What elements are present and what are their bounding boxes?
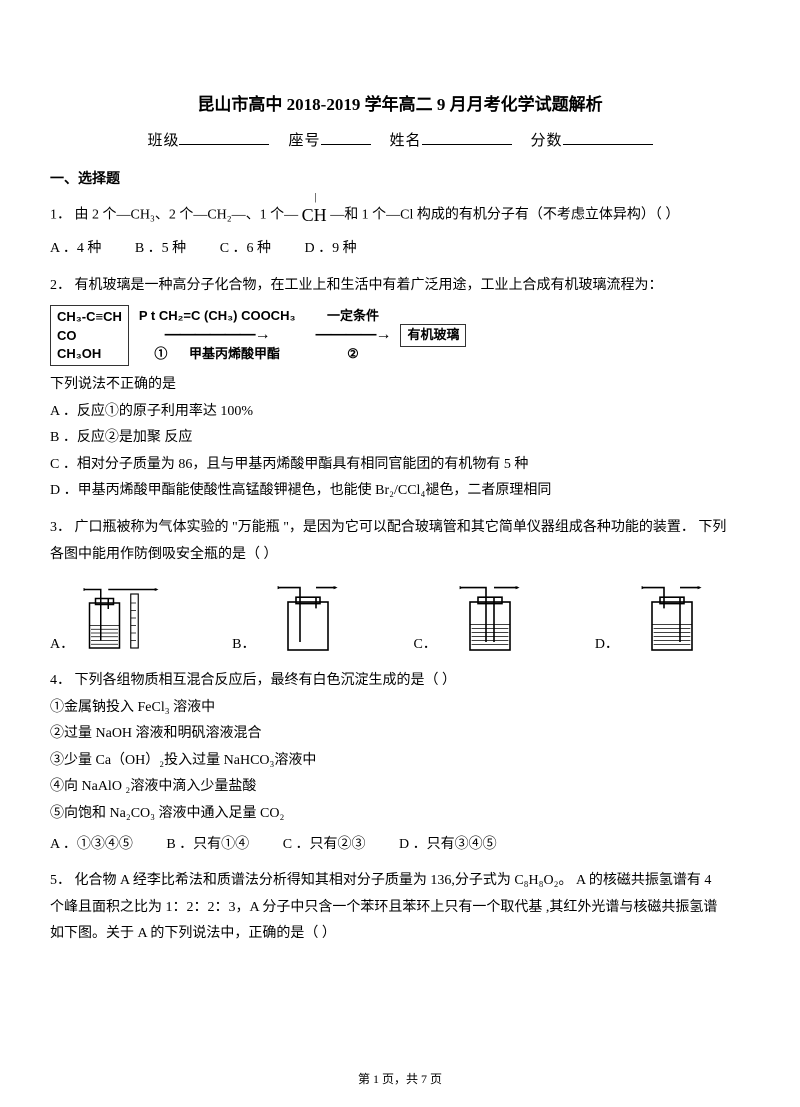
q3-C-label: C． <box>413 632 436 659</box>
reaction-diagram: CH₃-C≡CH CO CH₃OH P t CH₂=C (CH₃) COOCH₃… <box>50 305 466 366</box>
class-blank <box>179 130 269 145</box>
question-1: 1． 由 2 个—CH₃、2 个—CH₂—、1 个— CH —和 1 个—Cl … <box>50 198 750 263</box>
bottle-A-icon <box>82 578 172 658</box>
q2-text: 2． 有机玻璃是一种高分子化合物，在工业上和生活中有着广泛用途，工业上合成有机玻… <box>50 273 750 300</box>
q4-item3: ③少量 Ca（OH）₂投入过量 NaHCO₃溶液中 <box>50 748 750 775</box>
reactant-3: CH₃OH <box>57 345 122 363</box>
q1-text-pre: 1． 由 2 个—CH₃、2 个—CH₂—、1 个— <box>50 207 302 222</box>
q3-A-label: A． <box>50 632 74 659</box>
q4-optB: B ．只有①④ <box>166 832 249 859</box>
step1-name: 甲基丙烯酸甲酯 <box>189 346 280 361</box>
q1-optA: A ．4 种 <box>50 236 101 263</box>
q4-optC: C ．只有②③ <box>283 832 366 859</box>
q4-optD: D ．只有③④⑤ <box>399 832 497 859</box>
q3-D-label: D． <box>595 632 619 659</box>
name-blank <box>422 130 512 145</box>
q2-optC: C ．相对分子质量为 86，且与甲基丙烯酸甲酯具有相同官能团的有机物有 5 种 <box>50 452 750 479</box>
step2-name: 有机玻璃 <box>407 327 459 342</box>
q3-optB: B． <box>232 578 353 658</box>
product: 有机玻璃 <box>400 324 466 347</box>
q5-line1: 5． 化合物 A 经李比希法和质谱法分析得知其相对分子质量为 136,分子式为 … <box>50 868 750 895</box>
q1-options: A ．4 种 B ．5 种 C ．6 种 D ．9 种 <box>50 236 750 263</box>
reactant-1: CH₃-C≡CH <box>57 308 122 326</box>
q4-options: A ．①③④⑤ B ．只有①④ C ．只有②③ D ．只有③④⑤ <box>50 832 750 859</box>
q4-optA: A ．①③④⑤ <box>50 832 133 859</box>
q5-line3: 如下图。关于 A 的下列说法中，正确的是（ ） <box>50 921 750 948</box>
q3-optC: C． <box>413 578 534 658</box>
q4-item4: ④向 NaAlO ₂溶液中滴入少量盐酸 <box>50 774 750 801</box>
score-label: 分数 <box>531 133 563 149</box>
seat-blank <box>321 130 371 145</box>
page-title: 昆山市高中 2018-2019 学年高二 9 月月考化学试题解析 <box>50 90 750 115</box>
q1-optB: B ．5 种 <box>135 236 186 263</box>
q1-optC: C ．6 种 <box>220 236 271 263</box>
class-label: 班级 <box>147 133 179 149</box>
page-footer: 第 1 页，共 7 页 <box>0 1070 800 1087</box>
step-2: 一定条件 ————→ ② <box>305 306 400 365</box>
step1-circle: ① <box>154 346 167 361</box>
q2-optD: D ．甲基丙烯酸甲酯能使酸性高锰酸钾褪色，也能使 Br₂/CCl₄褪色，二者原理… <box>50 478 750 505</box>
q4-item2: ②过量 NaOH 溶液和明矾溶液混合 <box>50 721 750 748</box>
seat-label: 座号 <box>288 133 320 149</box>
question-3: 3． 广口瓶被称为气体实验的 "万能瓶 "，是因为它可以配合玻璃管和其它简单仪器… <box>50 515 750 658</box>
step-1: P t CH₂=C (CH₃) COOCH₃ ——————→ ① 甲基丙烯酸甲酯 <box>129 306 306 365</box>
q2-prompt: 下列说法不正确的是 <box>50 372 750 399</box>
question-5: 5． 化合物 A 经李比希法和质谱法分析得知其相对分子质量为 136,分子式为 … <box>50 868 750 948</box>
score-blank <box>563 130 653 145</box>
section-heading: 一、选择题 <box>50 168 750 188</box>
q4-item5: ⑤向饱和 Na₂CO₃ 溶液中通入足量 CO₂ <box>50 801 750 828</box>
bottle-C-icon <box>445 578 535 658</box>
q3-B-label: B． <box>232 632 255 659</box>
q3-optA: A． <box>50 578 172 658</box>
bottle-options: A． B． <box>50 578 750 658</box>
q5-line2: 个峰且面积之比为 1：2：2：3，A 分子中只含一个苯环且苯环上只有一个取代基 … <box>50 895 750 922</box>
step2-circle: ② <box>347 346 359 361</box>
q1-optD: D ．9 种 <box>305 236 357 263</box>
q3-optD: D． <box>595 578 717 658</box>
q2-optA: A ．反应①的原子利用率达 100% <box>50 399 750 426</box>
step2-cond: 一定条件 <box>315 308 390 325</box>
student-info-row: 班级 座号 姓名 分数 <box>50 129 750 150</box>
q3-line2: 各图中能用作防倒吸安全瓶的是（ ） <box>50 542 750 569</box>
q4-text: 4． 下列各组物质相互混合反应后，最终有白色沉淀生成的是（ ） <box>50 668 750 695</box>
step1-top: P t CH₂=C (CH₃) COOCH₃ <box>139 308 296 325</box>
q1-text-post: —和 1 个—Cl 构成的有机分子有（不考虑立体异构）（ ） <box>327 207 680 222</box>
bottle-D-icon <box>627 578 717 658</box>
q4-item1: ①金属钠投入 FeCl₃ 溶液中 <box>50 695 750 722</box>
question-4: 4． 下列各组物质相互混合反应后，最终有白色沉淀生成的是（ ） ①金属钠投入 F… <box>50 668 750 858</box>
name-label: 姓名 <box>390 133 422 149</box>
q3-line1: 3． 广口瓶被称为气体实验的 "万能瓶 "，是因为它可以配合玻璃管和其它简单仪器… <box>50 515 750 542</box>
ch-group-icon: CH <box>302 198 327 232</box>
q2-optB: B ．反应②是加聚 反应 <box>50 425 750 452</box>
bottle-B-icon <box>263 578 353 658</box>
reactant-2: CO <box>57 327 122 345</box>
question-2: 2． 有机玻璃是一种高分子化合物，在工业上和生活中有着广泛用途，工业上合成有机玻… <box>50 273 750 505</box>
